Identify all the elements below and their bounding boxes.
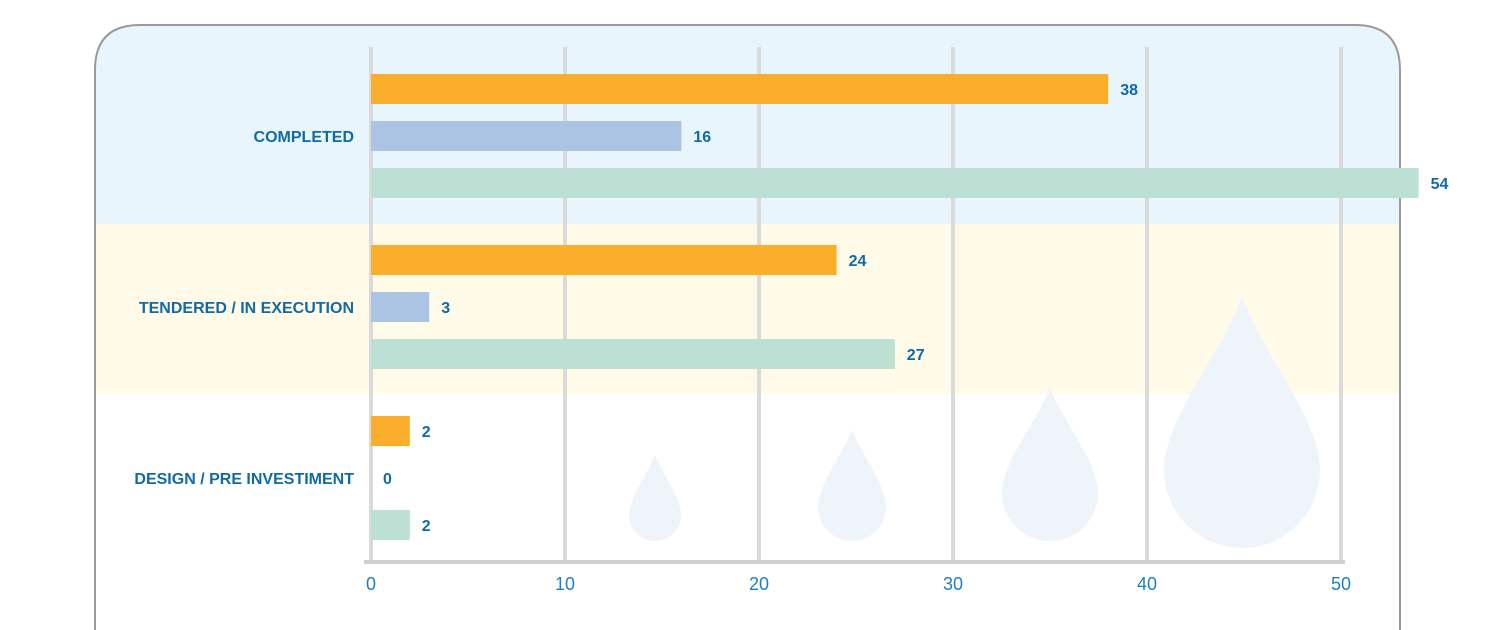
bar <box>371 168 1419 198</box>
decorative-drops <box>629 296 1320 548</box>
value-label: 3 <box>441 300 450 317</box>
x-tick-label: 30 <box>943 574 963 594</box>
bar <box>371 292 430 322</box>
value-label: 2 <box>422 424 431 441</box>
bar <box>371 339 895 369</box>
x-tick-label: 20 <box>749 574 769 594</box>
category-label: DESIGN / PRE INVESTIMENT <box>134 471 354 488</box>
x-tick-label: 40 <box>1137 574 1157 594</box>
bar <box>371 245 837 275</box>
category-label: TENDERED / IN EXECUTION <box>139 300 354 317</box>
water-drop-icon <box>1002 388 1098 541</box>
value-label: 0 <box>383 471 392 488</box>
value-label: 38 <box>1120 82 1138 99</box>
water-drop-icon <box>629 455 681 541</box>
value-label: 54 <box>1431 176 1449 193</box>
bars <box>371 74 1419 540</box>
bar <box>371 510 410 540</box>
bar <box>371 121 682 151</box>
category-labels: COMPLETED TENDERED / IN EXECUTION DESIGN /… <box>134 129 354 488</box>
bar <box>371 74 1109 104</box>
category-label: COMPLETED <box>254 129 354 146</box>
value-labels: 38 16 54 24 3 27 2 0 2 <box>383 82 1448 535</box>
x-tick-label: 0 <box>366 574 376 594</box>
card-border <box>94 24 1401 630</box>
category-bands <box>95 25 1400 630</box>
value-label: 16 <box>693 129 711 146</box>
x-tick-label: 50 <box>1331 574 1351 594</box>
x-axis: 0 10 20 30 40 50 <box>364 560 1351 594</box>
water-drop-icon <box>818 430 886 541</box>
x-tick-label: 10 <box>555 574 575 594</box>
value-label: 27 <box>907 347 925 364</box>
value-label: 24 <box>849 253 867 270</box>
value-label: 2 <box>422 518 431 535</box>
water-drop-icon <box>1164 296 1320 548</box>
bar <box>371 416 410 446</box>
